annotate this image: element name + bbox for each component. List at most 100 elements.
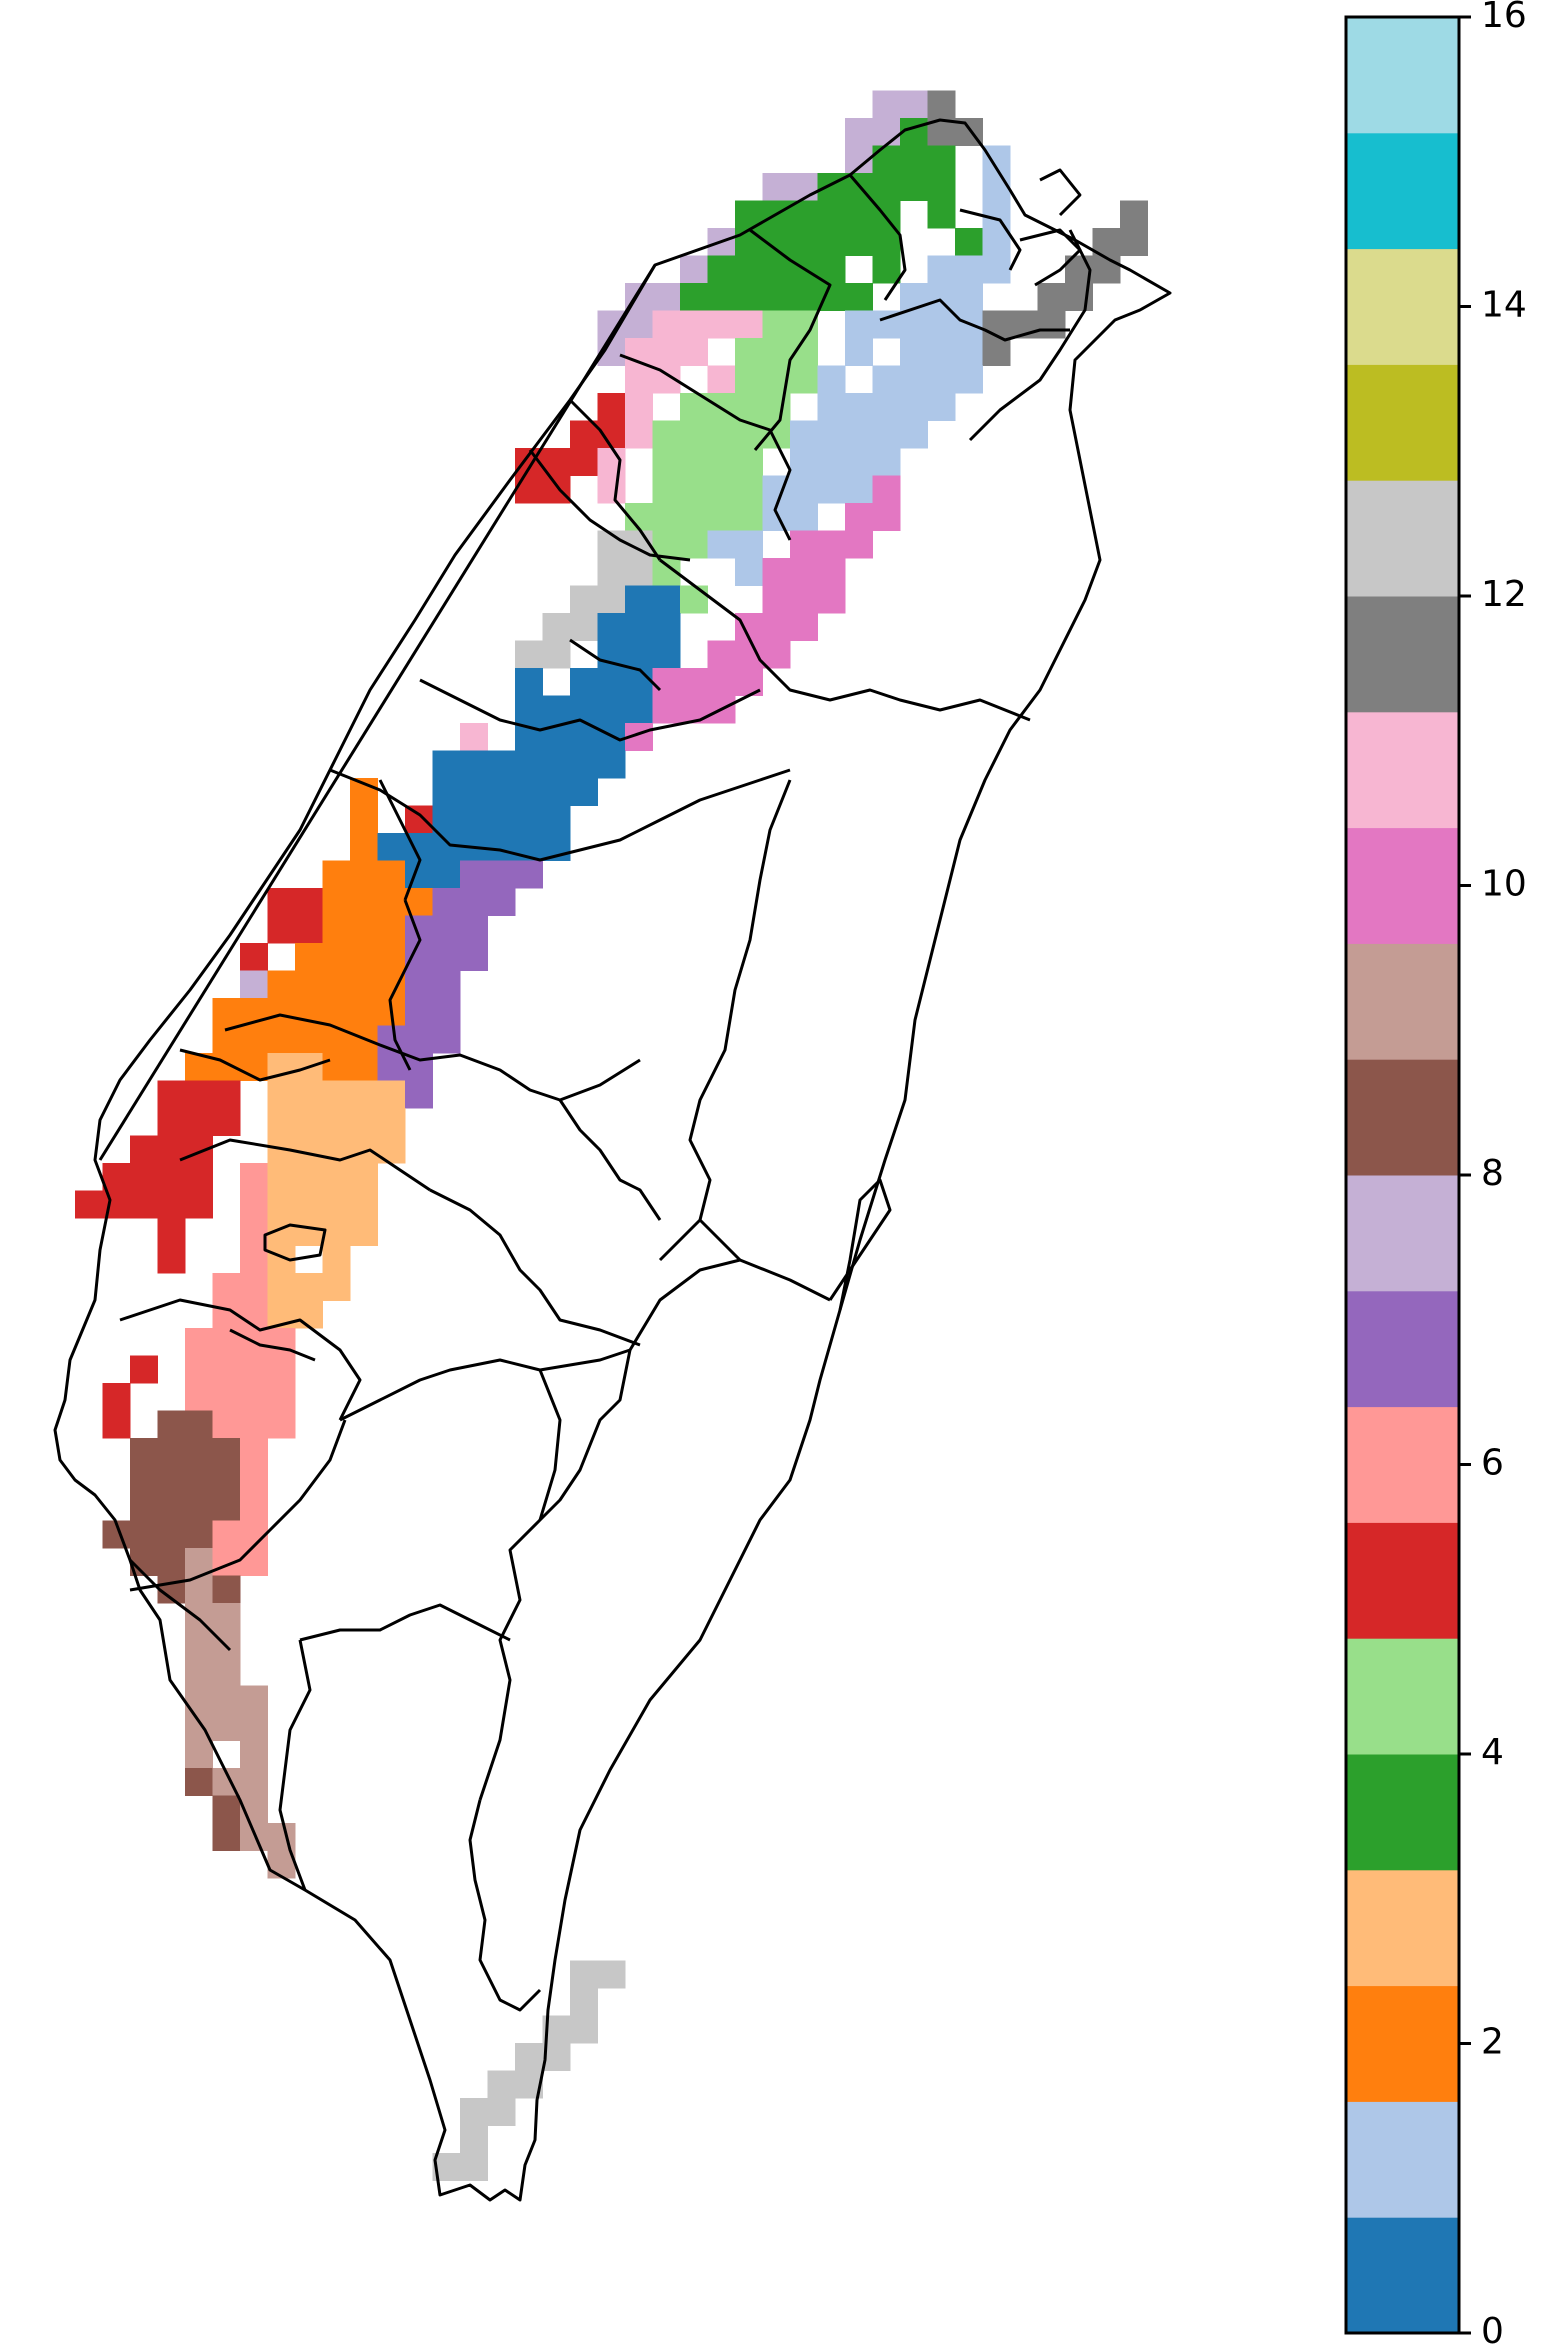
- region-cell: [487, 2098, 516, 2127]
- region-cell: [157, 1080, 186, 1109]
- county-line-6: [1039, 168, 1082, 217]
- region-cell: [515, 750, 544, 779]
- region-cell: [157, 1410, 186, 1439]
- region-cell: [432, 750, 461, 779]
- region-cell: [762, 338, 791, 367]
- region-cell: [350, 888, 379, 917]
- region-cell: [817, 393, 846, 422]
- region-cell: [432, 1025, 461, 1054]
- county-line-10: [528, 449, 691, 562]
- region-cell: [240, 1685, 269, 1714]
- region-cell: [157, 1245, 186, 1274]
- county-line-30: [263, 1223, 327, 1262]
- region-cell: [900, 420, 929, 449]
- region-cell: [157, 1108, 186, 1137]
- region-cell: [350, 943, 379, 972]
- region-cell: [707, 310, 736, 339]
- region-cell: [240, 943, 269, 972]
- region-cell: [515, 695, 544, 724]
- region-cell: [157, 1493, 186, 1522]
- region-cell: [845, 283, 874, 312]
- region-cell: [652, 420, 681, 449]
- region-cell: [762, 255, 791, 284]
- region-cell: [597, 695, 626, 724]
- region-cell: [185, 1493, 214, 1522]
- region-cell: [872, 145, 901, 174]
- region-cell: [900, 338, 929, 367]
- region-cell: [405, 943, 434, 972]
- region-cell: [625, 420, 654, 449]
- region-cell: [212, 1795, 241, 1824]
- region-cell: [542, 805, 571, 834]
- region-cell: [845, 530, 874, 559]
- region-cell: [185, 1740, 214, 1769]
- region-cell: [432, 970, 461, 999]
- region-cell: [817, 475, 846, 504]
- region-cell: [322, 998, 351, 1027]
- county-line-36: [98, 264, 657, 1161]
- region-cell: [212, 998, 241, 1027]
- region-cell: [790, 503, 819, 532]
- county-line-29: [229, 1328, 316, 1362]
- region-cell: [322, 1273, 351, 1302]
- region-cell: [405, 970, 434, 999]
- region-cell: [817, 530, 846, 559]
- region-cell: [680, 255, 709, 284]
- region-cell: [570, 1988, 599, 2017]
- colorbar-band: [1346, 1869, 1459, 1987]
- colorbar-band: [1346, 827, 1459, 944]
- region-cell: [542, 695, 571, 724]
- region-cell: [1037, 310, 1066, 339]
- region-cell: [157, 1520, 186, 1549]
- region-cell: [735, 283, 764, 312]
- region-cell: [790, 365, 819, 394]
- region-cell: [432, 778, 461, 807]
- region-cell: [267, 1410, 296, 1439]
- region-cell: [267, 970, 296, 999]
- region-cell: [762, 558, 791, 587]
- region-cell: [295, 1025, 324, 1054]
- region-cell: [680, 503, 709, 532]
- region-cell: [900, 90, 929, 119]
- region-cell: [955, 255, 984, 284]
- region-cell: [377, 1108, 406, 1137]
- region-cell: [515, 860, 544, 889]
- region-cell: [322, 860, 351, 889]
- region-cell: [267, 1080, 296, 1109]
- region-cell: [322, 1025, 351, 1054]
- county-line-8: [619, 353, 792, 541]
- region-cell: [185, 1355, 214, 1384]
- region-cell: [790, 613, 819, 642]
- region-cell: [240, 1740, 269, 1769]
- region-cell: [240, 1548, 269, 1577]
- region-cell: [872, 503, 901, 532]
- region-cell: [432, 860, 461, 889]
- region-cell: [762, 640, 791, 669]
- region-cell: [845, 420, 874, 449]
- region-cell: [240, 1713, 269, 1742]
- region-cell: [817, 200, 846, 229]
- county-boundaries: [53, 118, 1172, 2202]
- region-cell: [542, 750, 571, 779]
- county-line-25: [278, 1639, 312, 1891]
- region-cell: [652, 585, 681, 614]
- region-cell: [900, 173, 929, 202]
- region-cell: [597, 585, 626, 614]
- region-cells: [75, 90, 1149, 2182]
- region-cell: [460, 750, 489, 779]
- county-line-2: [848, 174, 907, 301]
- county-line-28: [128, 1558, 232, 1652]
- region-cell: [542, 640, 571, 669]
- region-cell: [240, 1245, 269, 1274]
- region-cell: [322, 1163, 351, 1192]
- colorbar-tick-label: 10: [1481, 864, 1527, 905]
- region-cell: [212, 1108, 241, 1137]
- colorbar-tick-label: 14: [1481, 285, 1527, 326]
- region-cell: [212, 1685, 241, 1714]
- region-cell: [185, 1768, 214, 1797]
- region-cell: [762, 310, 791, 339]
- region-cell: [240, 1355, 269, 1384]
- region-cell: [872, 365, 901, 394]
- region-cell: [240, 1300, 269, 1329]
